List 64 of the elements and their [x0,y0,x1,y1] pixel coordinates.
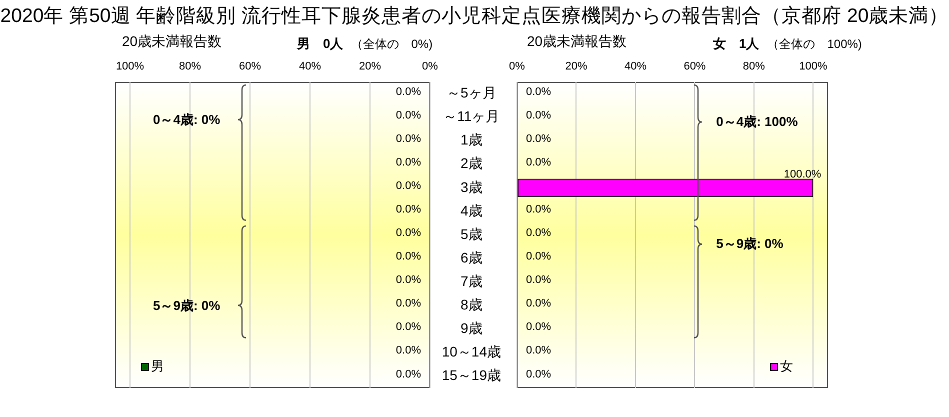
data-label: 0.0% [526,109,552,122]
annotation: 0～4歳: 0% [153,112,220,127]
y-tick-label: 6歳 [460,249,482,266]
legend-label: 男 [151,358,164,374]
data-label: 0.0% [396,86,422,98]
x-tick-label: 40% [298,60,322,72]
data-label: 0.0% [526,321,552,334]
y-tick-label: 9歳 [460,320,482,336]
chart-subtitle: 女 1人 [713,36,760,51]
text: （全体の 100%) [767,37,862,51]
x-tick-label: 80% [742,60,766,72]
data-label: 0.0% [526,203,552,216]
data-label: 0.0% [526,298,552,310]
chart-subtitle: 男 0人 [297,36,344,51]
legend-label: 女 [780,358,793,374]
data-label: 0.0% [526,156,552,168]
data-label: 0.0% [526,250,552,263]
data-label: 0.0% [526,227,552,240]
x-axis-title: 20歳未満報告数 [122,33,222,50]
text: 2020年 第50週 年齢階級別 流行性耳下腺炎患者の小児科定点医療機関からの報告割合（京都府 20歳未満） [0,5,949,28]
annotation: 5～9歳: 0% [716,236,784,252]
data-label: 0.0% [526,86,552,98]
y-tick-label: 3歳 [460,178,482,195]
data-label: 100.0% [784,168,822,180]
data-label: 0.0% [526,368,552,380]
y-tick-label: 7歳 [460,272,482,289]
data-label: 0.0% [396,344,422,357]
x-tick-label: 100% [799,60,828,72]
text: （全体の 0%) [351,37,433,51]
data-label: 0.0% [396,132,422,145]
y-tick-label: 15～19歳 [442,367,502,384]
data-label: 0.0% [396,227,422,240]
data-label: 0.0% [526,274,552,286]
x-tick-label: 20% [358,60,382,72]
x-tick-label: 100% [116,60,144,72]
x-axis-title: 20歳未満報告数 [527,33,627,50]
x-tick-label: 80% [178,60,202,72]
y-tick-label: ～5ヶ月 [446,84,496,101]
y-tick-label: ～11ヶ月 [443,108,500,124]
data-label: 0.0% [396,109,422,122]
data-label: 0.0% [396,156,422,168]
data-label: 0.0% [396,321,422,334]
data-label: 0.0% [396,274,422,286]
x-tick-label: 60% [238,60,262,72]
x-tick-label: 0% [422,60,438,72]
data-label: 0.0% [396,180,422,192]
y-tick-label: 4歳 [460,202,482,218]
data-label: 0.0% [526,132,552,145]
y-tick-label: 5歳 [460,226,482,242]
data-label: 0.0% [396,250,422,263]
y-tick-label: 10～14歳 [442,344,502,360]
data-label: 0.0% [396,298,422,310]
y-tick-label: 1歳 [460,132,482,148]
annotation: 0～4歳: 100% [716,114,798,130]
x-tick-label: 60% [684,60,706,72]
data-label: 0.0% [526,344,552,357]
x-tick-label: 40% [624,60,647,72]
data-label: 0.0% [396,203,422,216]
y-tick-label: 2歳 [460,155,482,172]
data-label: 0.0% [396,368,422,380]
x-tick-label: 20% [565,60,588,72]
annotation: 5～9歳: 0% [153,298,220,313]
x-tick-label: 0% [509,60,526,72]
y-tick-label: 8歳 [460,296,482,312]
